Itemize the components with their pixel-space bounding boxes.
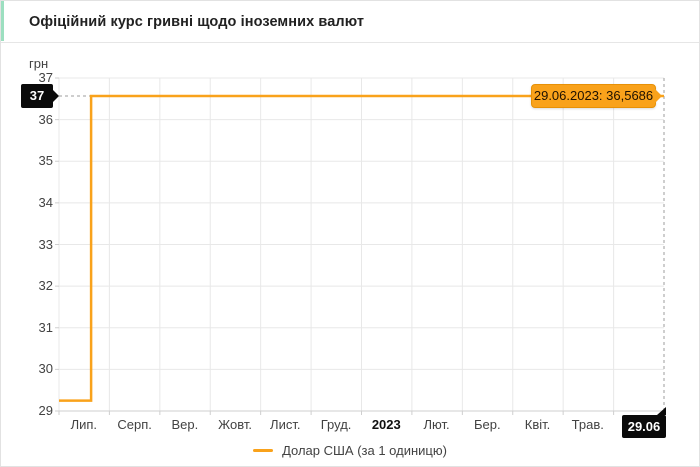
y-axis-tick-label: 30	[38, 361, 53, 377]
crosshair-y-badge: 37	[21, 83, 59, 108]
y-axis-tick-label: 33	[38, 236, 53, 252]
x-axis-tick-label: Лип.	[70, 417, 98, 432]
page-title: Офіційний курс гривні щодо іноземних вал…	[29, 13, 365, 30]
datapoint-tooltip: 29.06.2023: 36,5686	[531, 83, 662, 108]
x-axis-tick-label: 2023	[371, 417, 401, 432]
y-axis-tick-label: 37	[38, 70, 53, 85]
x-axis-tick-label: Груд.	[320, 417, 352, 432]
y-axis-unit-label: грн	[29, 56, 49, 71]
y-axis-tick-label: 32	[38, 278, 53, 294]
x-axis-tick-label: Серп.	[117, 417, 152, 432]
legend-item-usd[interactable]: Долар США (за 1 одиницю)	[1, 443, 699, 458]
x-axis-tick-label: Лист.	[270, 417, 301, 432]
x-axis-tick-label: Жовт.	[218, 417, 252, 432]
y-axis-tick-label: 36	[38, 111, 53, 127]
x-axis-tick-label: Лют.	[423, 417, 450, 432]
y-axis-tick-label: 34	[38, 194, 53, 210]
y-axis-tick-label: 29	[38, 403, 53, 418]
crosshair-x-badge: 29.06	[622, 407, 666, 438]
legend-line-marker	[253, 449, 274, 452]
x-axis-tick-label: Бер.	[474, 417, 501, 432]
x-axis-tick-label: Трав.	[571, 417, 604, 432]
series-line-usd	[59, 94, 664, 402]
y-axis-tick-label: 35	[38, 153, 53, 169]
y-axis-tick-label: 31	[38, 319, 53, 335]
title-accent-bar	[1, 1, 4, 41]
x-axis-tick-label: Вер.	[171, 417, 199, 432]
x-axis-tick-label: Квіт.	[524, 417, 551, 432]
legend-label: Долар США (за 1 одиницю)	[282, 443, 447, 458]
widget-titlebar: Офіційний курс гривні щодо іноземних вал…	[1, 1, 699, 43]
